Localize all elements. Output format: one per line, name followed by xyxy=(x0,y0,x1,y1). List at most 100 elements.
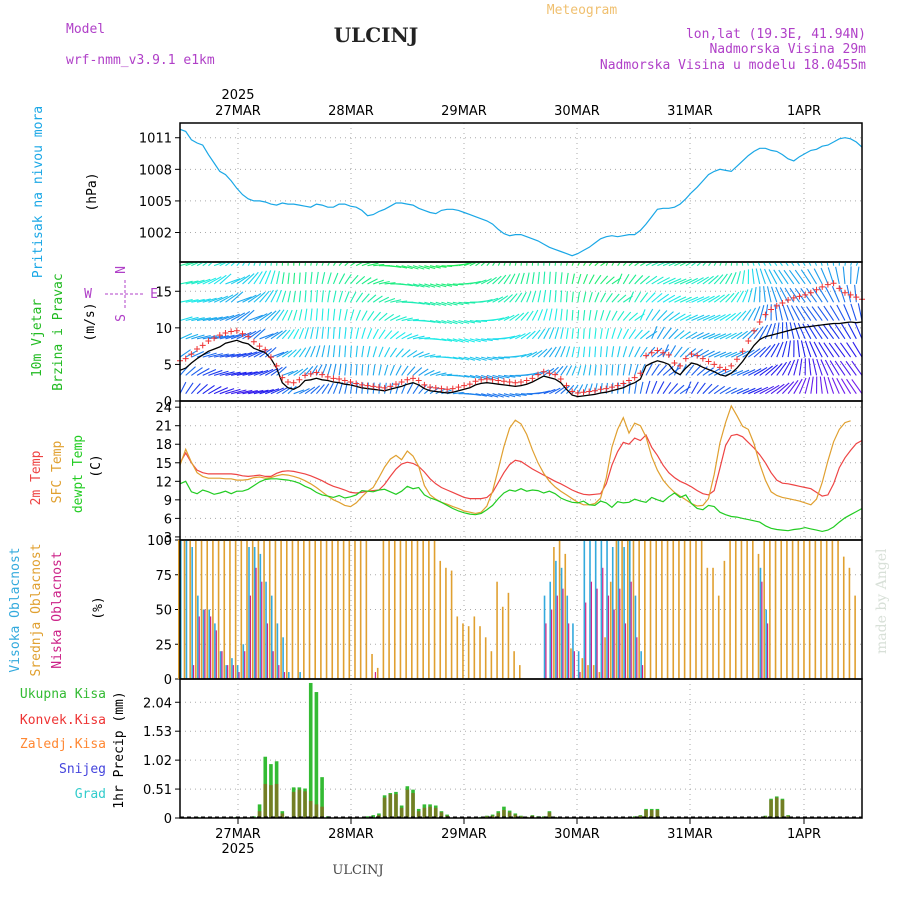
wind-arrow xyxy=(548,262,551,266)
wind-arrow xyxy=(702,383,713,395)
gust-marker xyxy=(506,378,513,385)
wind-arrow xyxy=(475,279,487,285)
wind-arrow xyxy=(304,308,308,321)
wind-arrow xyxy=(287,369,299,376)
wind-arrow xyxy=(730,331,743,340)
wind-arrow xyxy=(696,314,710,322)
gust-marker xyxy=(637,370,644,377)
wind-arrow xyxy=(854,322,862,340)
precip-conv-bar xyxy=(638,815,643,818)
wind-arrow xyxy=(213,315,229,322)
wind-arrow xyxy=(253,262,256,266)
wind-arrow xyxy=(691,365,702,376)
wind-arrow xyxy=(486,276,497,285)
wind-arrow xyxy=(464,301,476,304)
wind-arrow xyxy=(662,311,674,321)
wind-arrow xyxy=(514,312,525,321)
wind-arrow xyxy=(543,308,548,321)
wind-arrow xyxy=(219,388,235,395)
wind-arrow xyxy=(384,347,391,358)
wind-arrow xyxy=(736,290,744,303)
wind-arrow xyxy=(287,385,297,395)
gust-marker xyxy=(398,378,405,385)
precip-conv-bar xyxy=(513,814,518,818)
date-label-bottom: 27MAR xyxy=(215,827,261,842)
wind-arrow xyxy=(441,283,453,287)
wind-arrow xyxy=(823,376,829,394)
wind-arrow xyxy=(447,356,458,360)
wind-arrow xyxy=(645,308,654,321)
wind-arrow xyxy=(424,265,436,270)
wind-arrow xyxy=(287,272,290,285)
wind-arrow xyxy=(202,262,209,267)
wind-arrow xyxy=(543,347,553,358)
wind-arrow xyxy=(514,262,517,266)
wind-arrow xyxy=(464,338,475,343)
wind-arrow xyxy=(776,322,780,339)
wind-arrow xyxy=(185,316,199,322)
precip-conv-bar xyxy=(411,793,415,818)
wind-arrow xyxy=(806,306,817,321)
wind-arrow xyxy=(674,313,686,321)
wind-speed-line xyxy=(179,321,863,398)
wind-arrow xyxy=(503,274,511,285)
wind-arrow xyxy=(796,262,800,266)
gust-marker xyxy=(489,376,496,383)
date-label-top: 30MAR xyxy=(554,104,600,119)
wind-arrow xyxy=(259,368,274,376)
wind-arrow xyxy=(808,358,812,376)
wind-arrow xyxy=(310,271,313,285)
wind-arrow xyxy=(702,314,716,322)
wind-arrow xyxy=(321,345,326,358)
wind-arrow xyxy=(588,328,591,339)
wind-arrow xyxy=(835,266,840,285)
wind-arrow xyxy=(208,385,222,395)
precip-conv-bar xyxy=(416,811,421,818)
panel-4: 0 0.51 1.02 1.53 2.04 xyxy=(143,678,863,827)
wind-arrow xyxy=(708,351,721,358)
gust-marker xyxy=(790,294,797,301)
gust-marker xyxy=(279,374,286,381)
wind-arrow xyxy=(752,262,755,266)
wind-arrow xyxy=(225,388,241,395)
wind-arrow xyxy=(435,372,447,376)
gust-marker xyxy=(211,335,218,342)
wind-arrow xyxy=(349,345,352,358)
wind-arrow xyxy=(594,346,597,358)
temp-title-2m: 2m Temp xyxy=(29,450,44,505)
wind-arrow xyxy=(304,366,314,376)
wind-arrow xyxy=(315,364,323,376)
precip-conv-bar xyxy=(399,807,404,818)
wind-arrow xyxy=(452,319,464,325)
precip-conv-bar xyxy=(428,806,432,818)
wind-arrow xyxy=(582,310,586,321)
wind-arrow xyxy=(812,324,823,340)
date-label-bottom: 30MAR xyxy=(554,827,600,842)
wind-arrow xyxy=(441,301,452,306)
gust-marker xyxy=(677,362,684,369)
wind-arrow xyxy=(571,328,574,339)
wind-arrow xyxy=(441,319,452,325)
wind-arrow xyxy=(349,309,355,321)
wind-arrow xyxy=(846,284,852,303)
wind-arrow xyxy=(202,352,217,358)
wind-arrow xyxy=(429,387,440,395)
wind-arrow xyxy=(344,262,350,267)
temp-line-2 xyxy=(179,478,863,533)
temp-title-dewpt: dewpt Temp xyxy=(71,435,86,513)
wind-arrow xyxy=(531,329,541,340)
wind-arrow xyxy=(412,265,425,270)
wind-arrow xyxy=(526,330,536,340)
wind-arrow xyxy=(548,308,553,321)
wind-arrow xyxy=(747,327,759,340)
wind-arrow xyxy=(773,262,778,266)
wind-arrow xyxy=(846,342,857,358)
wind-arrow xyxy=(674,330,685,340)
wind-arrow xyxy=(634,346,641,358)
panel-frame xyxy=(179,678,863,819)
wind-arrow xyxy=(713,385,725,395)
wind-arrow xyxy=(481,356,493,361)
wind-arrow xyxy=(520,352,532,358)
wind-arrow xyxy=(691,262,698,267)
wind-arrow xyxy=(349,382,353,394)
